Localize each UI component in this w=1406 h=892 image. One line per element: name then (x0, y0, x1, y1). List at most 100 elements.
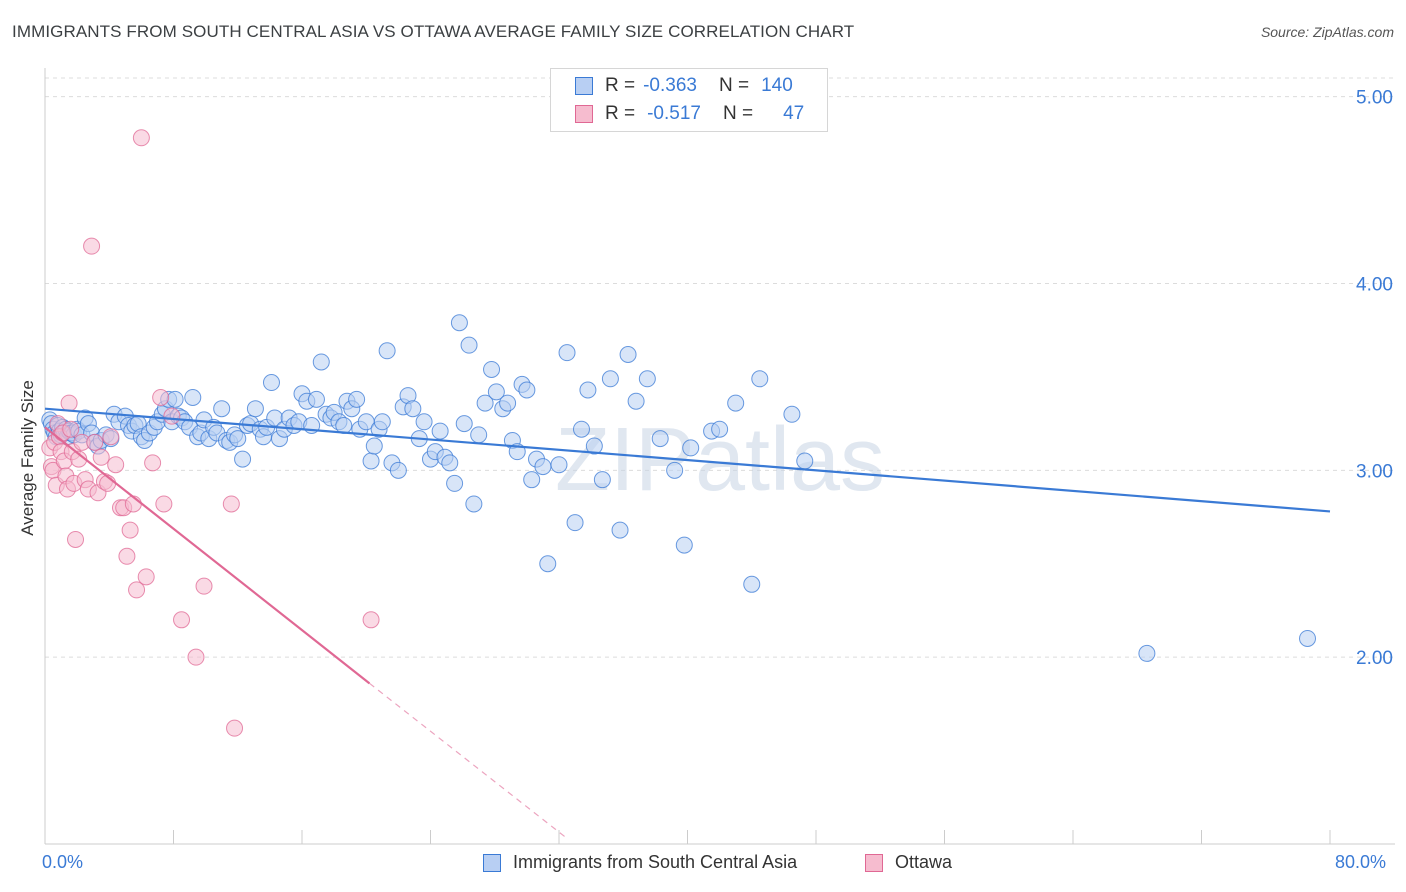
x-tick-label-min: 0.0% (42, 852, 84, 872)
immigrants-point (476, 394, 494, 412)
pink-swatch-icon (575, 105, 593, 123)
immigrants-point (450, 314, 468, 332)
immigrants-point (579, 381, 597, 399)
immigrants-point (682, 439, 700, 457)
y-tick-label: 2.00 (1356, 648, 1393, 669)
immigrants-point (499, 394, 517, 412)
ottawa-point (155, 495, 173, 513)
immigrants-point (229, 430, 247, 448)
immigrants-point (651, 430, 669, 448)
n-value: 140 (761, 75, 793, 96)
immigrants-point (550, 456, 568, 474)
ottawa-trend-line (44, 426, 371, 685)
immigrants-point (558, 344, 576, 362)
n-value: 47 (783, 103, 805, 124)
ottawa-point (163, 407, 181, 425)
immigrants-point (213, 400, 231, 418)
immigrants-point (373, 413, 391, 431)
blue-swatch-icon (483, 853, 501, 872)
pink-swatch-icon (865, 853, 883, 872)
r-value: -0.363 (643, 75, 697, 96)
y-tick-labels: 2.00 3.00 4.00 5.00 (1356, 88, 1393, 669)
series-legend: Immigrants from South Central Asia Ottaw… (0, 852, 1406, 876)
y-tick-label: 5.00 (1356, 88, 1393, 109)
legend-item-immigrants: Immigrants from South Central Asia (483, 852, 797, 873)
ottawa-point (222, 495, 240, 513)
ottawa-point (152, 388, 170, 406)
immigrants-point (1299, 629, 1317, 647)
immigrants-point (446, 474, 464, 492)
immigrants-point (593, 471, 611, 489)
immigrants-point (1138, 644, 1156, 662)
immigrants-point (727, 394, 745, 412)
n-label: N = (722, 103, 754, 124)
stats-legend: R = -0.363 N = 140 R = -0.517 N = 47 (550, 68, 828, 132)
immigrants-point (796, 452, 814, 470)
y-tick-label: 3.00 (1356, 461, 1393, 482)
immigrants-point (431, 422, 449, 440)
ottawa-point (62, 420, 80, 438)
legend-label: Immigrants from South Central Asia (513, 852, 798, 872)
immigrants-point (666, 461, 684, 479)
ottawa-point (86, 433, 104, 451)
ottawa-point (121, 521, 139, 539)
immigrants-point (619, 346, 637, 364)
immigrants-point (585, 437, 603, 455)
ottawa-point (118, 547, 136, 565)
immigrants-point (307, 390, 325, 408)
ottawa-point (173, 611, 191, 629)
immigrants-point (518, 381, 536, 399)
ottawa-point (195, 577, 213, 595)
immigrants-point (783, 405, 801, 423)
ottawa-point (60, 394, 78, 412)
immigrants-point (566, 514, 584, 532)
immigrants-point (627, 392, 645, 410)
blue-swatch-icon (575, 77, 593, 95)
trend-lines (44, 407, 1331, 839)
stats-legend-row-blue: R = -0.363 N = 140 (575, 73, 793, 99)
ottawa-trend-extension (369, 682, 568, 839)
ottawa-point (187, 648, 205, 666)
ottawa-point (144, 454, 162, 472)
immigrants-point (611, 521, 629, 539)
immigrants-point (184, 388, 202, 406)
gridlines (45, 77, 1395, 658)
x-tick-label-max: 80.0% (1335, 852, 1387, 872)
ottawa-point (137, 568, 155, 586)
immigrants-point (441, 454, 459, 472)
immigrants-point (246, 400, 264, 418)
y-tick-label: 4.00 (1356, 275, 1393, 296)
axes (44, 68, 1395, 845)
immigrants-point (378, 342, 396, 360)
ottawa-point (132, 129, 150, 147)
legend-label: Ottawa (895, 852, 953, 872)
immigrants-point (234, 450, 252, 468)
immigrants-point (601, 370, 619, 388)
ottawa-point (362, 611, 380, 629)
r-label: R = (605, 103, 636, 124)
immigrants-point (415, 413, 433, 431)
immigrants-point (465, 495, 483, 513)
ottawa-point (226, 719, 244, 737)
immigrants-point (389, 461, 407, 479)
immigrants-point (483, 360, 501, 378)
immigrants-point (638, 370, 656, 388)
n-label: N = (718, 75, 750, 96)
legend-item-ottawa: Ottawa (865, 852, 952, 873)
chart-title: IMMIGRANTS FROM SOUTH CENTRAL ASIA VS OT… (12, 22, 855, 41)
immigrants-point (362, 452, 380, 470)
immigrants-point (534, 458, 552, 476)
immigrants-point (487, 383, 505, 401)
ottawa-point (67, 530, 85, 548)
ottawa-point (107, 456, 125, 474)
r-label: R = (605, 75, 636, 96)
source-label: Source: ZipAtlas.com (1260, 24, 1394, 40)
immigrants-point (711, 420, 729, 438)
ottawa-point (128, 581, 146, 599)
immigrants-trend-line (44, 407, 1331, 513)
immigrants-point (348, 390, 366, 408)
stats-legend-row-pink: R = -0.517 N = 47 (575, 101, 804, 127)
data-points (41, 129, 1317, 737)
ottawa-point (102, 428, 120, 446)
